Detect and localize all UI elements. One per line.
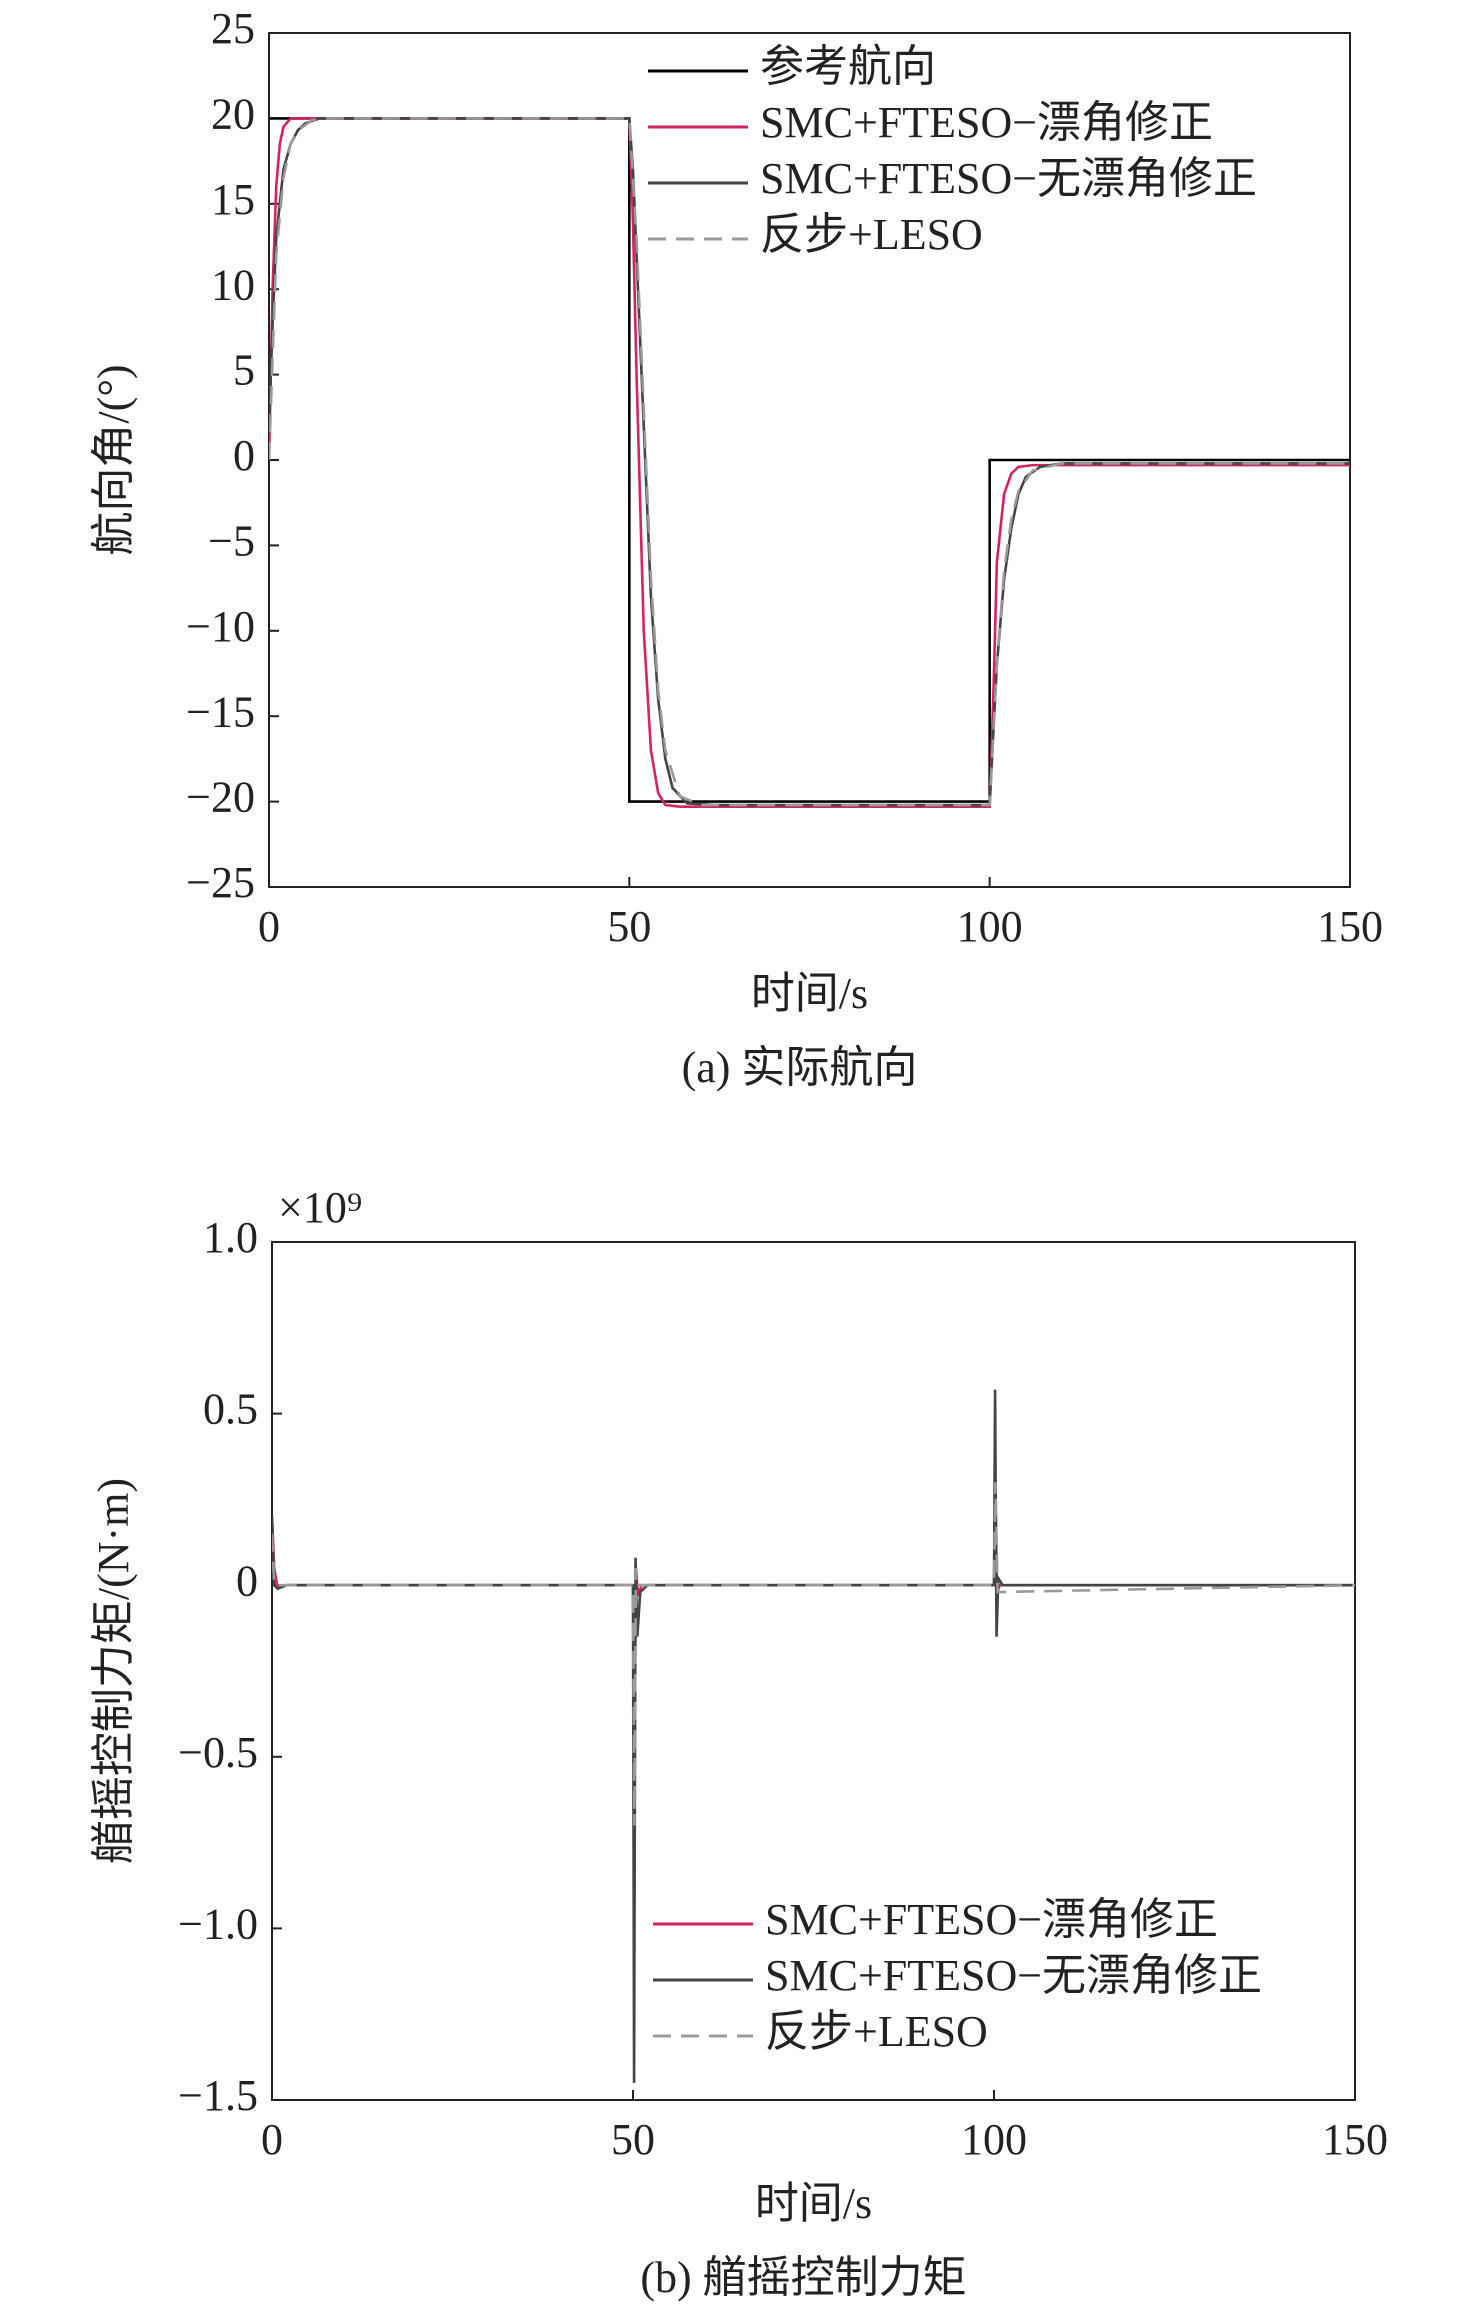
y-tick-label: −10 [186, 602, 255, 651]
y-tick-label: −1.0 [178, 1899, 258, 1948]
plot-frame [271, 1241, 1356, 2101]
y-tick-label: −25 [186, 858, 255, 907]
x-tick-label: 0 [258, 902, 280, 951]
legend-label: 参考航向 [760, 42, 936, 91]
x-tick-label: 50 [607, 902, 651, 951]
series-line [272, 1489, 1355, 1774]
legend-label: SMC+FTESO−漂角修正 [760, 98, 1213, 147]
y-scale-label: ×10⁹ [278, 1183, 362, 1232]
x-tick-label: 150 [1322, 2115, 1388, 2164]
y-tick-label: 0 [233, 431, 255, 480]
series-line [269, 117, 1350, 807]
series-line [272, 1389, 1355, 2083]
x-tick-label: 150 [1317, 902, 1383, 951]
y-tick-label: −0.5 [178, 1728, 258, 1777]
y-tick-label: 0 [236, 1556, 258, 1605]
x-tick-label: 100 [961, 2115, 1027, 2164]
x-axis-label: 时间/s [755, 2179, 872, 2228]
legend-label: SMC+FTESO−漂角修正 [765, 1895, 1218, 1944]
y-tick-label: 25 [211, 4, 255, 53]
y-tick-label: 1.0 [203, 1213, 258, 1262]
series-line [272, 1482, 1355, 1826]
legend-label: 反步+LESO [765, 2007, 988, 2056]
y-tick-label: −1.5 [178, 2071, 258, 2120]
chart-title: (b) 艏摇控制力矩 [640, 2253, 966, 2302]
y-tick-label: 20 [211, 89, 255, 138]
series-line [269, 117, 1350, 809]
legend-label: SMC+FTESO−无漂角修正 [765, 1951, 1262, 2000]
legend-label: SMC+FTESO−无漂角修正 [760, 154, 1257, 203]
y-tick-label: 0.5 [203, 1385, 258, 1434]
y-tick-label: 15 [211, 175, 255, 224]
y-tick-label: −20 [186, 773, 255, 822]
y-tick-label: 10 [211, 260, 255, 309]
x-axis-label: 时间/s [751, 969, 868, 1018]
legend-label: 反步+LESO [760, 210, 983, 259]
chart-title: (a) 实际航向 [682, 1043, 918, 1092]
y-axis-label: 艏摇控制力矩/(N·m) [89, 1478, 138, 1864]
y-tick-label: −5 [208, 516, 255, 565]
y-axis-label: 航向角/(°) [89, 364, 138, 555]
x-tick-label: 50 [611, 2115, 655, 2164]
x-tick-label: 0 [261, 2115, 283, 2164]
y-tick-label: 5 [233, 346, 255, 395]
y-tick-label: −15 [186, 687, 255, 736]
x-tick-label: 100 [957, 902, 1023, 951]
